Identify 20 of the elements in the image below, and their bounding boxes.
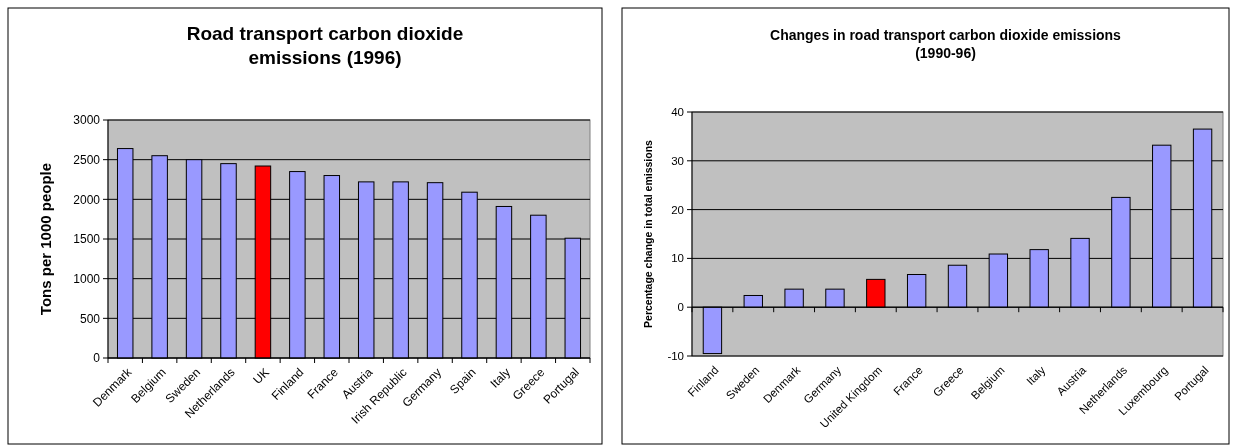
y-tick-label: 40 xyxy=(671,106,684,119)
chart-title: Road transport carbon dioxide emissions (1996) xyxy=(186,23,464,68)
chart-title: Changes in road transport carbon dioxide emissions (1990-96) xyxy=(770,27,1122,61)
x-tick-label: Italy xyxy=(1024,363,1048,388)
y-tick-label: 1000 xyxy=(73,271,101,286)
y-tick-label: 10 xyxy=(671,252,684,265)
y-tick-label: 2000 xyxy=(73,192,101,207)
y-axis-title: Tons per 1000 people xyxy=(37,162,55,316)
y-tick-label: 30 xyxy=(671,154,684,167)
x-tick-label: UK xyxy=(250,365,273,387)
y-tick-label: 0 xyxy=(677,301,684,314)
y-axis-title: Percentage change in total emissions xyxy=(641,139,654,328)
y-tick-label: 0 xyxy=(93,351,101,366)
y-tick-label: 20 xyxy=(671,203,684,216)
y-tick-label: -10 xyxy=(667,350,684,363)
y-tick-label: 500 xyxy=(79,311,101,326)
y-tick-label: 2500 xyxy=(73,152,101,167)
x-tick-label: Italy xyxy=(487,365,514,391)
y-tick-label: 1500 xyxy=(73,232,101,247)
y-tick-label: 3000 xyxy=(73,113,101,128)
